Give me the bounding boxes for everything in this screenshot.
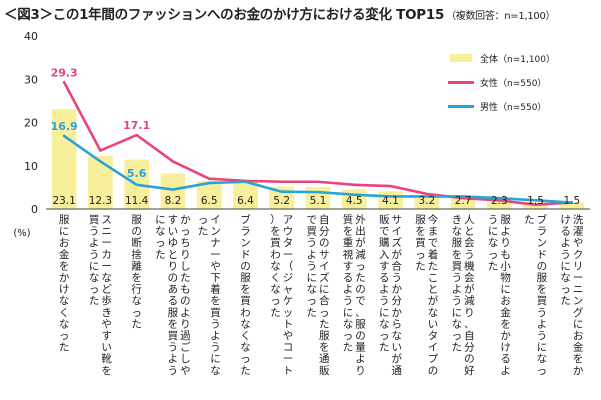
male-point-13 [534,199,537,202]
bar-value-label-11: 2.7 [455,195,472,207]
x-tick-label-11: 人と会う機会が減り、自分の好きな服を買うようになった [452,214,476,377]
x-tick-label-10: 今まで着たことがないタイプの服を買った [415,213,439,377]
bar-11 [450,197,476,209]
bar-0 [51,109,77,209]
x-tick-label-14: 洗濯やクリーニングにお金をかけるようになった [560,214,584,377]
bar-value-label-4: 6.5 [201,195,218,207]
female-point-1 [99,149,102,152]
bar-5 [233,181,258,209]
male-point-11 [462,195,464,198]
male-point-3 [172,188,174,191]
bar-14 [559,202,585,209]
legend-male-line [448,105,474,108]
male-label-0: 16.9 [51,120,78,133]
x-tick-label-8: 外出が減ったので、服の量より質を重視するようになった [343,213,367,377]
legend-item-total: 全体（n=1,100） [448,50,588,74]
male-point-8 [353,193,356,196]
bar-value-label-14: 1.5 [564,195,581,207]
bar-value-label-13: 1.5 [527,195,544,207]
y-axis-unit: (%) [13,228,30,239]
x-tick-label-3: かっちりしたものより過ごしやすいゆとりのある服を買うようになった [155,214,191,377]
legend-bar-swatch [450,54,472,62]
y-tick-label-3: 30 [24,73,38,86]
female-point-6 [280,180,283,183]
bar-value-label-7: 5.1 [310,195,327,207]
female-point-0 [63,81,66,84]
x-tick-label-6: アウター（ジャケットやコート）を買わなくなった [270,214,293,377]
bar-12 [487,199,512,209]
female-point-4 [208,177,211,180]
male-point-0 [63,135,66,137]
x-tick-label-9: サイズが合うか分からないが通販で購入するようになった [379,214,403,377]
legend-label-female: 女性（n=550） [480,79,547,89]
bar-value-label-3: 8.2 [165,195,182,207]
bar-value-label-5: 6.4 [237,195,254,207]
title-main: ＜図3＞この1年間のファッションへのお金のかけ方における変化 TOP15 [4,7,445,23]
legend: 全体（n=1,100） 女性（n=550） 男性（n=550） [448,50,588,122]
bar-value-label-9: 4.1 [382,195,399,207]
female-point-3 [172,160,174,163]
y-tick-label-1: 10 [24,160,38,173]
male-point-6 [280,190,283,193]
male-point-14 [570,201,573,204]
bar-1 [88,155,113,209]
female-point-9 [389,185,392,187]
x-tick-label-1: スニーカーなど歩きやすい靴を買うようになった [89,214,113,377]
bar-3 [160,173,186,209]
male-point-9 [389,195,392,198]
male-point-4 [208,182,211,184]
male-point-10 [425,195,428,198]
y-tick-label-2: 20 [24,117,38,130]
bar-value-label-10: 3.2 [418,195,435,207]
x-tick-label-2: 服の断捨離を行なった [131,214,142,330]
legend-item-male: 男性（n=550） [448,98,588,122]
female-point-2 [135,134,138,136]
bar-value-label-1: 12.3 [89,195,112,207]
x-tick-label-0: 服にお金をかけなくなった [59,214,70,354]
male-point-1 [99,160,102,163]
male-label-2: 5.6 [127,167,147,180]
female-point-12 [498,199,501,202]
female-label-2: 17.1 [123,119,150,132]
title-note: （複数回答：n=1,100） [446,11,556,22]
x-tick-label-13: ブランドの服を買うようになった [524,213,548,377]
male-point-12 [498,197,501,200]
bar-value-label-12: 2.3 [491,195,508,207]
x-tick-label-7: 自分のサイズに合った服を通販で買うようになった [307,213,331,377]
male-point-5 [244,180,247,183]
x-tick-label-12: 服よりも小物にお金をかけるようになった [488,214,511,377]
y-tick-label-4: 40 [24,30,38,43]
chart-title: ＜図3＞この1年間のファッションへのお金のかけ方における変化 TOP15 （複数回… [4,3,556,23]
female-point-8 [353,183,356,186]
legend-label-total: 全体（n=1,100） [480,55,556,65]
legend-female-line [448,81,474,84]
female-point-7 [317,180,319,183]
female-point-10 [425,192,428,195]
male-point-7 [317,191,319,194]
legend-item-female: 女性（n=550） [448,74,588,98]
x-tick-label-4: インナーや下着を買うようになった [198,214,222,377]
legend-label-male: 男性（n=550） [480,103,547,113]
bar-value-label-0: 23.1 [52,195,75,207]
female-point-13 [534,203,537,206]
female-label-0: 29.3 [51,66,78,79]
bar-value-label-8: 4.5 [346,195,363,207]
bar-value-label-6: 5.2 [273,195,290,207]
bar-value-label-2: 11.4 [125,195,149,207]
y-tick-label-0: 0 [31,203,38,216]
x-tick-label-5: ブランドの服を買わなくなった [240,213,251,377]
bar-10 [414,195,440,209]
male-point-2 [135,183,138,186]
